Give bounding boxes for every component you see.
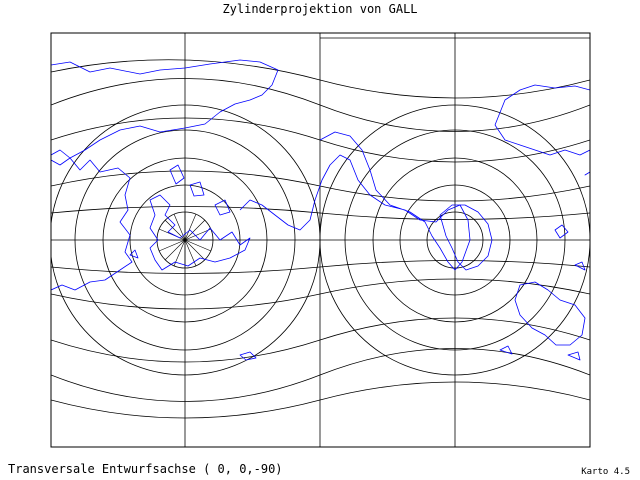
right-pole-circles xyxy=(319,104,590,376)
antarctica-like xyxy=(439,204,493,271)
left-pole-spokes xyxy=(157,212,213,268)
left-continent xyxy=(51,157,133,291)
map-title: Zylinderprojektion von GALL xyxy=(222,2,418,16)
central-continent xyxy=(239,131,471,271)
graticule xyxy=(51,33,590,447)
right-continent xyxy=(514,281,586,346)
archipelago-left xyxy=(149,194,251,271)
right-islands xyxy=(499,171,590,361)
islands-left xyxy=(129,164,257,361)
version-label: Karto 4.5 xyxy=(581,467,630,477)
top-landmass xyxy=(51,59,279,159)
map-frame xyxy=(50,32,591,448)
coastlines xyxy=(51,59,590,361)
projection-caption: Transversale Entwurfsachse ( 0, 0,-90) xyxy=(8,462,283,476)
top-right-land xyxy=(494,84,590,156)
